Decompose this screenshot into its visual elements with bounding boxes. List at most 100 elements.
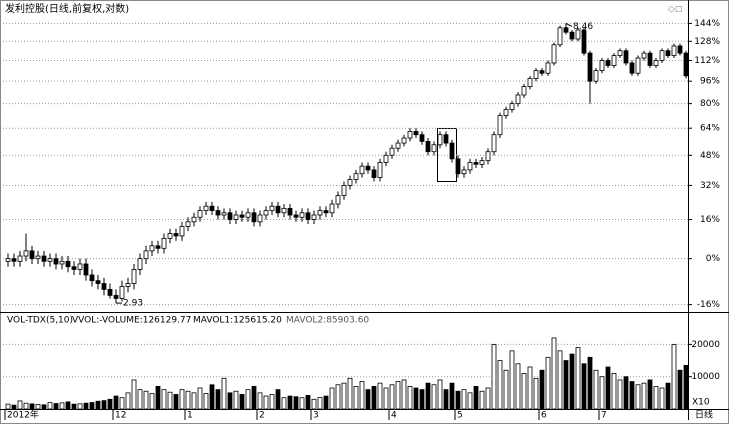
candle-body (215, 210, 221, 216)
candle-body (359, 165, 365, 175)
volume-header: MAVOL1:125615.20 (193, 316, 282, 326)
candle-body (497, 115, 503, 136)
volume-bar (359, 381, 365, 410)
candle-body (77, 263, 83, 270)
volume-bar (371, 385, 377, 410)
volume-bar (395, 381, 401, 410)
volume-scale-label: X10 (692, 398, 710, 408)
candle-body (605, 60, 611, 66)
toolbar-icons[interactable]: ◇◻ (668, 5, 682, 15)
candle-body (209, 205, 215, 211)
volume-bar (467, 392, 473, 410)
y-tick-label: 96% (700, 77, 720, 87)
candle-body (647, 52, 653, 66)
candle-body (419, 134, 425, 142)
chart-title: 发利控股(日线,前复权,对数) (5, 2, 129, 15)
volume-bar (269, 394, 275, 410)
volume-bar (257, 392, 263, 410)
volume-bar (197, 387, 203, 410)
volume-bar (503, 369, 509, 410)
volume-bar (53, 403, 59, 410)
x-tick-label: 1 (187, 411, 193, 421)
volume-bar (629, 381, 635, 410)
candle-body (47, 258, 53, 262)
volume-bar (245, 389, 251, 410)
candle-body (665, 50, 671, 56)
volume-bar (191, 392, 197, 410)
candle-body (629, 62, 635, 74)
volume-bar (125, 392, 131, 410)
candle-body (197, 210, 203, 218)
candle-body (587, 52, 593, 82)
x-tick-label: 2012年 (7, 409, 39, 421)
candle-body (23, 250, 29, 257)
candle-body (383, 154, 389, 163)
volume-header: VOL-TDX(5,10) (7, 316, 73, 326)
candle-body (275, 205, 281, 214)
volume-bar (533, 377, 539, 410)
volume-bar (131, 379, 137, 410)
candle-body (401, 137, 407, 144)
candle-body (551, 44, 557, 64)
y-tick-label: 80% (700, 99, 720, 109)
volume-bar (281, 397, 287, 410)
volume-bar (551, 337, 557, 410)
x-tick-label: 6 (541, 411, 547, 421)
candle-body (563, 27, 569, 33)
volume-bar (113, 395, 119, 410)
candle-body (569, 31, 575, 40)
candle-body (653, 60, 659, 66)
volume-bar (377, 382, 383, 410)
volume-bar (227, 392, 233, 410)
volume-bar (479, 390, 485, 410)
candle-body (635, 57, 641, 74)
volume-bar (209, 384, 215, 410)
volume-header: VVOL:- (72, 316, 103, 326)
volume-bar (215, 389, 221, 410)
volume-bar (299, 397, 305, 410)
candle-body (83, 263, 89, 276)
candle-body (35, 255, 41, 260)
candle-body (455, 158, 461, 175)
volume-bar (659, 387, 665, 410)
candle-body (545, 62, 551, 74)
candle-body (161, 237, 167, 249)
volume-bar (341, 382, 347, 410)
volume-bar (449, 382, 455, 410)
volume-bar (605, 366, 611, 410)
volume-bar (437, 379, 443, 410)
candle-body (227, 212, 233, 220)
volume-bar (95, 400, 101, 410)
volume-bar (401, 379, 407, 410)
candle-body (101, 283, 107, 290)
candle-body (119, 286, 125, 299)
candle-body (17, 255, 23, 262)
candle-body (425, 140, 431, 153)
volume-bar (683, 364, 689, 410)
candle-body (659, 50, 665, 61)
candle-body (221, 212, 227, 216)
candle-body (623, 50, 629, 64)
volume-bar (665, 382, 671, 410)
x-tick-label: 5 (457, 411, 463, 421)
y-tick-label: -16% (697, 300, 721, 310)
volume-bar (521, 373, 527, 410)
volume-header: MAVOL2:85903.60 (286, 316, 369, 326)
volume-bar (317, 396, 323, 410)
candle-body (167, 233, 173, 239)
volume-bar (83, 402, 89, 410)
candle-body (257, 214, 263, 223)
volume-bar (353, 385, 359, 410)
candle-body (11, 258, 17, 262)
volume-bar (587, 356, 593, 410)
volume-bar (647, 379, 653, 410)
volume-bar (149, 393, 155, 410)
candle-body (323, 210, 329, 214)
candle-body (617, 50, 623, 56)
y-tick-label: 144% (694, 19, 720, 29)
volume-bar (653, 385, 659, 410)
candle-body (131, 269, 137, 284)
volume-bar (173, 394, 179, 410)
candle-body (683, 52, 689, 77)
